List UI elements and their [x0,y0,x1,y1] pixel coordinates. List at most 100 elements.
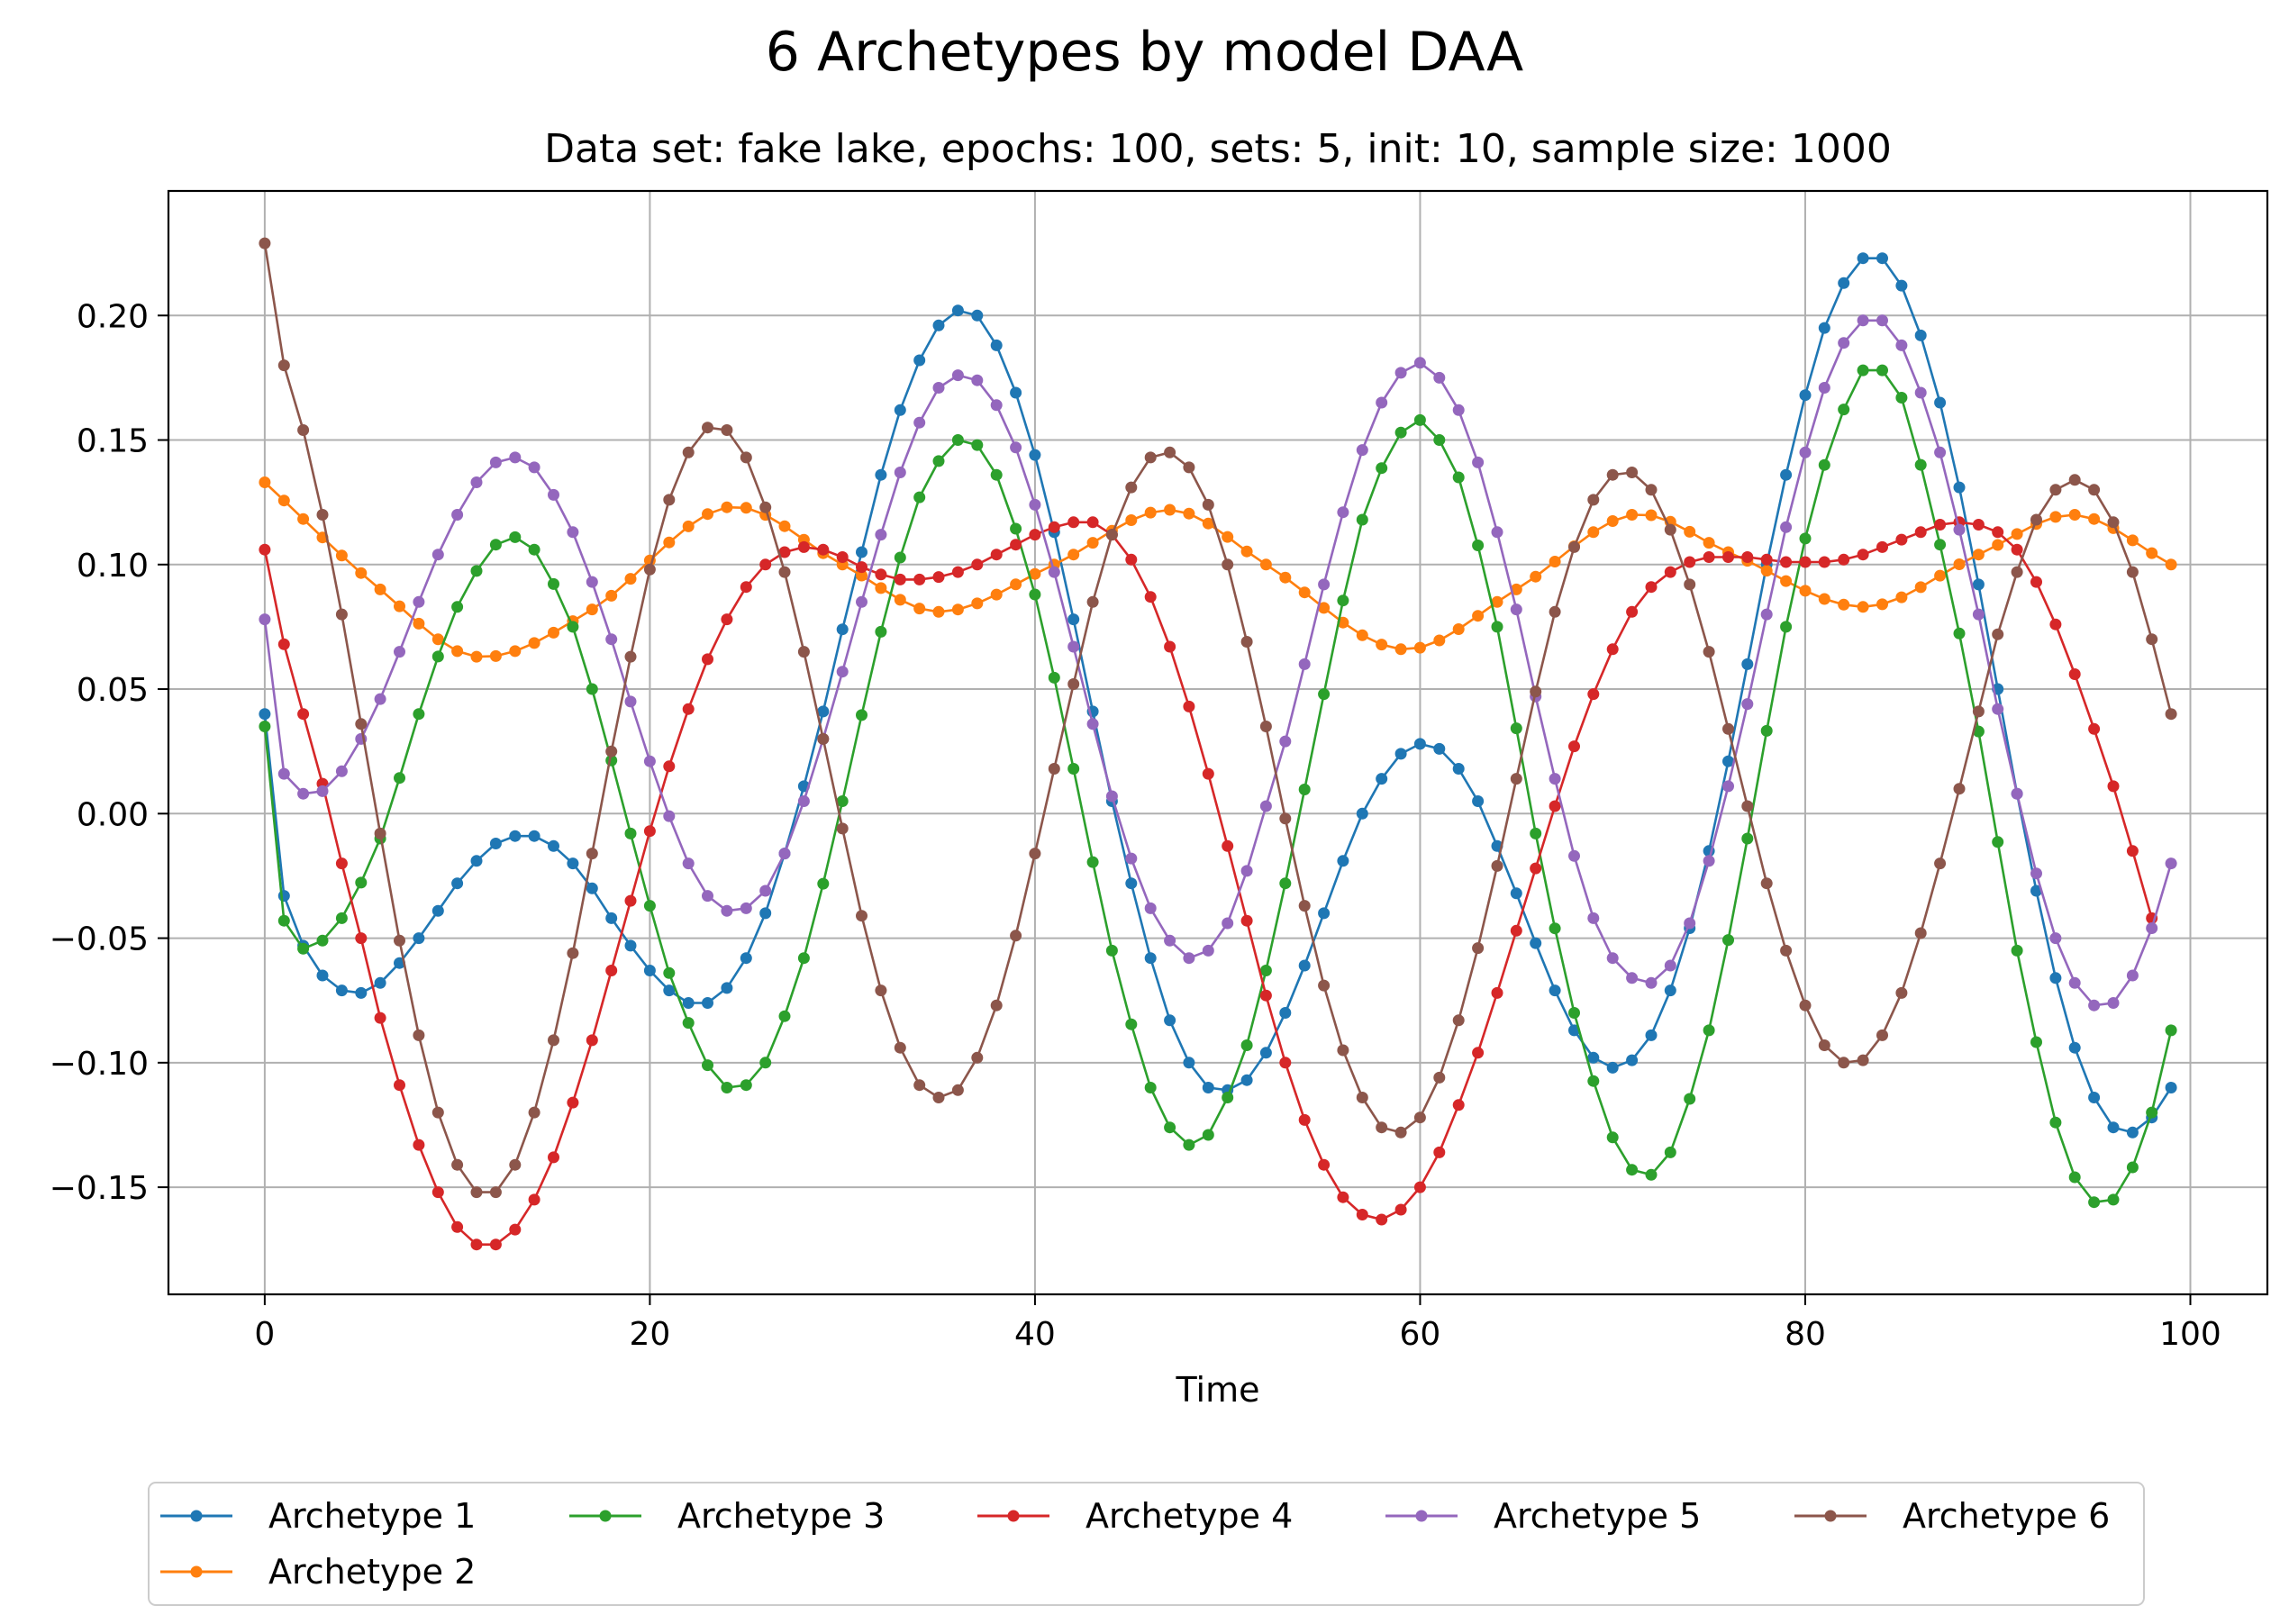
legend-swatch-marker [1824,1510,1837,1522]
data-point [1010,386,1022,399]
data-point [1684,556,1696,568]
data-point [663,984,676,997]
data-point [1029,449,1041,461]
data-point [316,785,329,797]
data-point [817,732,830,745]
data-point [1259,721,1272,732]
data-point [836,795,849,807]
data-point [1741,658,1754,670]
data-point [1510,887,1522,900]
data-point [586,882,598,894]
data-point [1376,773,1388,785]
data-point [1125,1018,1138,1030]
data-point [1857,364,1869,377]
data-point [2068,509,2081,521]
data-point [894,467,906,478]
data-point [1259,800,1272,812]
data-point [1067,678,1080,690]
data-point [1587,526,1600,539]
data-point [1760,877,1773,890]
data-point [355,932,368,945]
data-point [1086,537,1099,549]
y-tick-label: 0.05 [77,672,149,709]
data-point [1895,279,1908,292]
data-point [1684,525,1696,538]
data-point [1838,337,1850,349]
data-point [1029,567,1041,580]
data-point [1549,773,1561,785]
data-point [1240,545,1253,558]
data-point [759,885,772,897]
data-point [1510,583,1522,595]
data-point [355,718,368,730]
legend-label: Archetype 5 [1494,1496,1701,1536]
data-point [702,1059,713,1072]
data-point [2030,885,2042,897]
data-point [1376,1213,1388,1226]
data-point [778,546,791,558]
data-point [624,650,637,663]
data-point [451,645,464,658]
data-point [663,760,676,773]
data-point [797,952,810,965]
data-point [1067,613,1080,626]
x-tick-label: 100 [2159,1316,2221,1353]
data-point [374,583,386,595]
data-point [1318,907,1331,920]
data-point [1760,553,1773,566]
data-point [1645,1029,1658,1041]
data-point [374,1012,386,1024]
data-point [1953,783,1966,795]
data-point [894,1041,906,1054]
data-point [721,613,733,626]
data-point [797,646,810,658]
data-point [1760,608,1773,621]
data-point [1549,922,1561,935]
data-point [1222,531,1234,543]
data-point [1549,984,1561,997]
data-point [1202,1129,1214,1141]
data-point [1664,984,1676,997]
legend: Archetype 1 Archetype 2 Archetype 3 Archety… [148,1482,2145,1606]
data-point [1606,643,1619,656]
data-point [2146,547,2158,559]
data-point [431,1186,444,1199]
data-point [567,1096,579,1109]
data-point [1433,371,1446,384]
data-point [1818,322,1830,334]
data-point [797,540,810,553]
data-point [1722,722,1734,735]
data-point [1164,1014,1176,1027]
data-point [297,942,310,955]
data-point [1895,339,1908,351]
data-point [1992,539,2004,551]
data-point [1606,515,1619,527]
data-point [1972,519,1985,531]
data-point [1876,252,1888,265]
data-point [1356,444,1368,457]
data-point [951,434,964,446]
data-point [297,424,310,436]
data-point [1337,1191,1349,1203]
data-point [1876,314,1888,327]
data-point [1433,634,1446,647]
data-point [2126,969,2139,982]
data-point [2068,976,2081,989]
data-point [1029,848,1041,860]
data-point [470,476,483,488]
data-point [2165,1082,2177,1093]
data-point [875,625,887,638]
data-point [1664,959,1676,972]
data-point [1491,595,1503,608]
data-point [1183,461,1195,474]
data-point [316,934,329,947]
data-point [451,1158,464,1171]
data-point [951,369,964,382]
data-point [1240,914,1253,927]
data-point [1144,952,1157,965]
data-point [1530,827,1542,839]
data-point [1953,481,1966,494]
data-point [836,551,849,563]
data-point [1183,952,1195,965]
